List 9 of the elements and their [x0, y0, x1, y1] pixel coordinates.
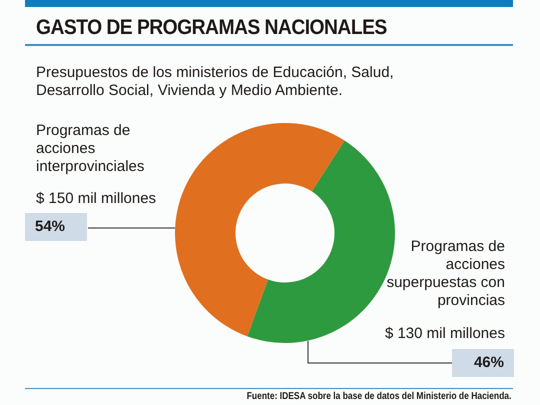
slice-label: Programas de acciones superpuestas con provincias	[386, 238, 505, 310]
chart-title: GASTO DE PROGRAMAS NACIONALES	[36, 16, 387, 40]
data-label: $ 150 mil millones	[36, 190, 156, 207]
slice-label: Programas de acciones interprovinciales	[36, 122, 146, 176]
text: 46%	[452, 349, 514, 377]
data-label: $ 130 mil millones	[384, 325, 505, 342]
chart-subtitle: Presupuestos de los ministerios de Educación, Salud, Desarrollo Social, Vivienda y Medio Ambiente.	[36, 64, 395, 100]
text: 54%	[25, 213, 87, 241]
source-note: Fuente: IDESA sobre la base de datos del Ministerio de Hacienda.	[246, 391, 511, 402]
